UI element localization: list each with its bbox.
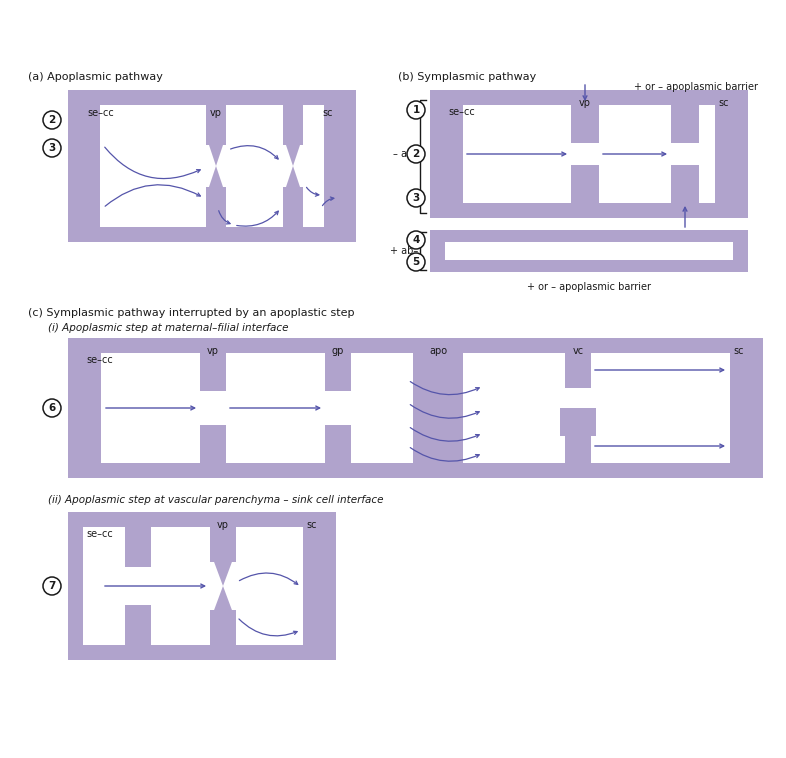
Circle shape bbox=[407, 101, 425, 119]
Bar bbox=[206, 187, 226, 227]
Polygon shape bbox=[210, 586, 236, 621]
Bar bbox=[445, 105, 463, 203]
Text: – ab–: – ab– bbox=[393, 149, 418, 159]
Text: sc: sc bbox=[718, 98, 729, 108]
Bar bbox=[413, 338, 463, 478]
Bar bbox=[83, 353, 748, 463]
Bar bbox=[430, 90, 748, 218]
Text: (ii) Apoplasmic step at vascular parenchyma – sink cell interface: (ii) Apoplasmic step at vascular parench… bbox=[48, 495, 384, 505]
Text: apo: apo bbox=[429, 346, 447, 356]
Bar bbox=[324, 105, 341, 227]
Text: se–cc: se–cc bbox=[448, 107, 475, 117]
Bar bbox=[210, 610, 236, 645]
Circle shape bbox=[407, 231, 425, 249]
Bar bbox=[83, 105, 100, 227]
Polygon shape bbox=[283, 136, 303, 166]
Bar bbox=[325, 425, 351, 463]
Bar bbox=[415, 353, 461, 463]
Bar bbox=[430, 230, 748, 272]
Bar bbox=[68, 338, 763, 478]
Text: gp: gp bbox=[332, 346, 344, 356]
Bar bbox=[671, 105, 699, 143]
Bar bbox=[83, 527, 321, 645]
Text: + ab–: + ab– bbox=[390, 246, 418, 256]
Bar bbox=[571, 165, 599, 203]
Bar bbox=[83, 353, 101, 463]
Text: se–cc: se–cc bbox=[86, 529, 112, 539]
Text: + or – apoplasmic barrier: + or – apoplasmic barrier bbox=[634, 82, 758, 92]
Bar bbox=[560, 408, 596, 436]
Circle shape bbox=[43, 111, 61, 129]
Circle shape bbox=[407, 189, 425, 207]
Text: + or – apoplasmic barrier: + or – apoplasmic barrier bbox=[527, 282, 651, 292]
Bar bbox=[565, 428, 591, 463]
Polygon shape bbox=[206, 136, 226, 166]
Bar bbox=[283, 187, 303, 227]
Circle shape bbox=[43, 577, 61, 595]
Text: 5: 5 bbox=[413, 257, 420, 267]
Circle shape bbox=[407, 145, 425, 163]
Circle shape bbox=[407, 253, 425, 271]
Bar bbox=[730, 353, 748, 463]
Bar bbox=[210, 527, 236, 562]
Text: 3: 3 bbox=[413, 193, 420, 203]
Text: 3: 3 bbox=[49, 143, 56, 153]
Bar bbox=[303, 527, 321, 645]
Circle shape bbox=[43, 399, 61, 417]
Text: 6: 6 bbox=[49, 403, 56, 413]
Text: sc: sc bbox=[323, 108, 333, 118]
Text: vp: vp bbox=[207, 346, 219, 356]
Polygon shape bbox=[283, 166, 303, 196]
Bar bbox=[125, 527, 151, 567]
Bar bbox=[671, 165, 699, 203]
Text: (b) Symplasmic pathway: (b) Symplasmic pathway bbox=[398, 72, 536, 82]
Text: 1: 1 bbox=[413, 105, 420, 115]
Circle shape bbox=[43, 139, 61, 157]
Text: (a) Apoplasmic pathway: (a) Apoplasmic pathway bbox=[28, 72, 163, 82]
Polygon shape bbox=[210, 551, 236, 586]
Bar bbox=[325, 353, 351, 391]
Polygon shape bbox=[206, 166, 226, 196]
Bar bbox=[68, 90, 356, 242]
Text: vp: vp bbox=[210, 108, 222, 118]
Bar bbox=[565, 353, 591, 388]
Text: 2: 2 bbox=[413, 149, 420, 159]
Bar bbox=[445, 105, 733, 203]
Bar bbox=[200, 425, 226, 463]
Text: vp: vp bbox=[579, 98, 591, 108]
Bar bbox=[125, 605, 151, 645]
Bar bbox=[715, 105, 733, 203]
Bar bbox=[571, 105, 599, 143]
Bar bbox=[283, 105, 303, 145]
Text: 7: 7 bbox=[48, 581, 56, 591]
Text: vc: vc bbox=[572, 346, 583, 356]
Text: vp: vp bbox=[217, 520, 229, 530]
Bar bbox=[445, 242, 733, 260]
Text: se–cc: se–cc bbox=[87, 108, 114, 118]
Text: 2: 2 bbox=[49, 115, 56, 125]
Bar bbox=[83, 105, 341, 227]
Text: sc: sc bbox=[734, 346, 744, 356]
Text: se–cc: se–cc bbox=[86, 355, 112, 365]
Text: sc: sc bbox=[307, 520, 318, 530]
Bar bbox=[206, 105, 226, 145]
Bar bbox=[68, 512, 336, 660]
Text: 4: 4 bbox=[413, 235, 420, 245]
Text: (c) Symplasmic pathway interrupted by an apoplastic step: (c) Symplasmic pathway interrupted by an… bbox=[28, 308, 354, 318]
Bar bbox=[200, 353, 226, 391]
Text: (i) Apoplasmic step at maternal–filial interface: (i) Apoplasmic step at maternal–filial i… bbox=[48, 323, 288, 333]
